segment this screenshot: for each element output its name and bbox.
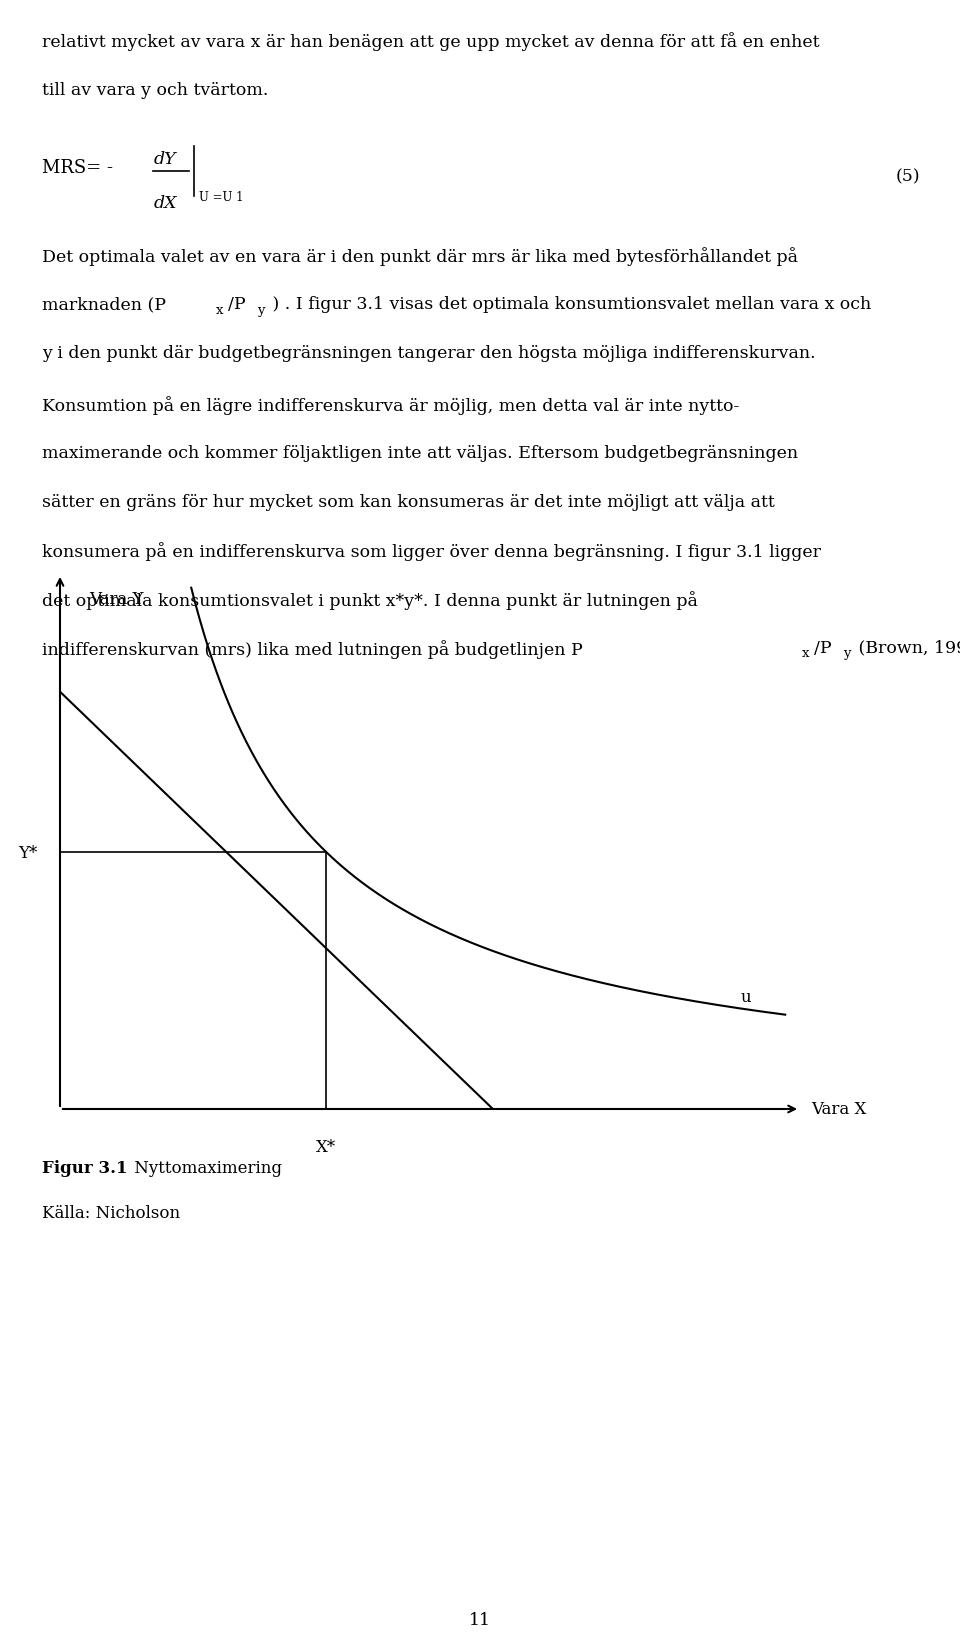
Text: (5): (5) — [896, 169, 920, 185]
Text: Nyttomaximering: Nyttomaximering — [129, 1159, 282, 1177]
Text: y: y — [257, 303, 265, 316]
Text: Det optimala valet av en vara är i den punkt där mrs är lika med bytesförhålland: Det optimala valet av en vara är i den p… — [42, 247, 798, 266]
Text: till av vara y och tvärtom.: till av vara y och tvärtom. — [42, 82, 269, 98]
Text: indifferenskurvan (mrs) lika med lutningen på budgetlinjen P: indifferenskurvan (mrs) lika med lutning… — [42, 639, 583, 659]
Text: relativt mycket av vara x är han benägen att ge upp mycket av denna för att få e: relativt mycket av vara x är han benägen… — [42, 33, 820, 51]
Text: Y*: Y* — [18, 844, 37, 860]
Text: dY: dY — [154, 151, 177, 167]
Text: Vara Y: Vara Y — [89, 590, 144, 608]
Text: sätter en gräns för hur mycket som kan konsumeras är det inte möjligt att välja : sätter en gräns för hur mycket som kan k… — [42, 493, 775, 510]
Text: /P: /P — [813, 639, 831, 656]
Text: X*: X* — [317, 1139, 336, 1155]
Text: maximerande och kommer följaktligen inte att väljas. Eftersom budgetbegränsninge: maximerande och kommer följaktligen inte… — [42, 444, 798, 462]
Text: Vara X: Vara X — [811, 1101, 867, 1118]
Text: MRS= -: MRS= - — [42, 159, 113, 177]
Text: y: y — [844, 647, 851, 661]
Text: U =U 1: U =U 1 — [199, 190, 244, 203]
Text: Källa: Nicholson: Källa: Nicholson — [42, 1205, 180, 1221]
Text: y i den punkt där budgetbegränsningen tangerar den högsta möjliga indifferenskur: y i den punkt där budgetbegränsningen ta… — [42, 344, 816, 362]
Text: x: x — [215, 303, 223, 316]
Text: det optimala konsumtionsvalet i punkt x*y*. I denna punkt är lutningen på: det optimala konsumtionsvalet i punkt x*… — [42, 590, 698, 610]
Text: Figur 3.1: Figur 3.1 — [42, 1159, 128, 1177]
Text: 11: 11 — [469, 1611, 491, 1628]
Text: marknaden (P: marknaden (P — [42, 297, 166, 313]
Text: (Brown, 1999).: (Brown, 1999). — [853, 639, 960, 656]
Text: dX: dX — [154, 195, 178, 211]
Text: Konsumtion på en lägre indifferenskurva är möjlig, men detta val är inte nytto-: Konsumtion på en lägre indifferenskurva … — [42, 397, 739, 415]
Text: konsumera på en indifferenskurva som ligger över denna begränsning. I figur 3.1 : konsumera på en indifferenskurva som lig… — [42, 543, 821, 561]
Text: x: x — [802, 647, 809, 661]
Text: ) . I figur 3.1 visas det optimala konsumtionsvalet mellan vara x och: ) . I figur 3.1 visas det optimala konsu… — [267, 297, 872, 313]
Text: /P: /P — [228, 297, 245, 313]
Text: u: u — [741, 988, 752, 1005]
